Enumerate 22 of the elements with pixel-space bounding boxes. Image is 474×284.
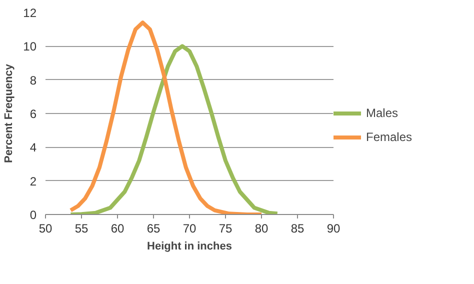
y-tick-label: 0 (30, 208, 37, 222)
y-axis-title: Percent Frequency (3, 63, 16, 164)
x-tick-label: 65 (146, 222, 160, 236)
y-tick-label: 2 (30, 174, 37, 188)
y-tick-label: 8 (30, 73, 37, 88)
y-tick-label: 12 (23, 6, 37, 20)
line-series (68, 44, 280, 214)
legend-label: Males (366, 106, 400, 120)
x-tick-label: 60 (110, 222, 124, 236)
line-series (68, 20, 264, 214)
x-axis-title: Height in inches (147, 240, 232, 252)
x-tick-label: 50 (38, 222, 52, 236)
x-tick-label: 85 (290, 222, 304, 236)
x-tick-label: 75 (218, 222, 232, 236)
x-tick-label: 90 (326, 222, 340, 236)
x-tick-label: 70 (182, 222, 196, 236)
legend-label: Females (366, 130, 414, 144)
y-tick-label: 4 (30, 140, 37, 155)
y-tick-label: 10 (23, 40, 37, 54)
x-tick-label: 80 (254, 222, 268, 236)
y-tick-label: 6 (30, 107, 37, 121)
x-tick-label: 55 (74, 222, 88, 236)
